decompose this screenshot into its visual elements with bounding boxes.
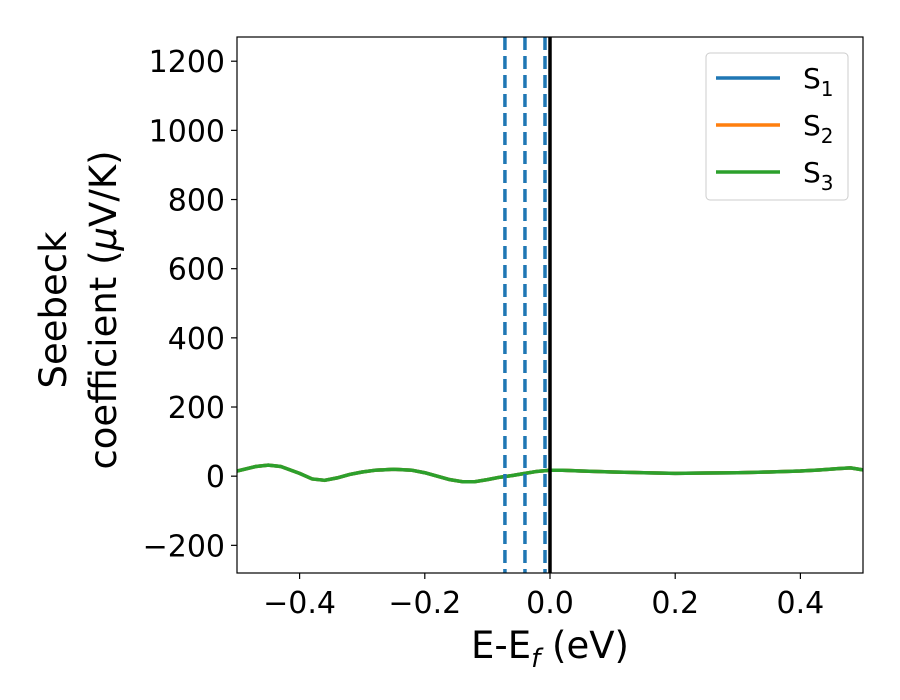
- y-axis-label: Seebeck coefficient (μV/K): [32, 150, 125, 469]
- x-axis-label: E-Ef (eV): [471, 624, 629, 674]
- y-axis-ticks: −200 0 200 400 600 800 1000 1200: [143, 45, 237, 564]
- y-tick-label: −200: [143, 529, 225, 564]
- y-tick-label: 800: [168, 184, 225, 219]
- x-tick-label: 0.0: [526, 586, 574, 621]
- y-tick-label: 200: [168, 391, 225, 426]
- series-layer: [237, 463, 863, 484]
- x-tick-label: −0.4: [263, 586, 336, 621]
- x-axis-ticks: −0.4 −0.2 0.0 0.2 0.4: [263, 573, 824, 621]
- vline-layer: [503, 37, 552, 573]
- y-axis-label-line1: Seebeck: [32, 231, 75, 389]
- x-tick-label: 0.4: [777, 586, 825, 621]
- legend-label-s2: S2: [803, 109, 834, 148]
- legend: S1 S2 S3: [705, 52, 849, 201]
- legend-label-s3: S3: [803, 156, 834, 195]
- x-tick-label: 0.2: [651, 586, 699, 621]
- x-tick-label: −0.2: [388, 586, 461, 621]
- series-line-s3: [237, 463, 863, 484]
- y-tick-label: 1000: [149, 114, 225, 149]
- y-axis-label-line2: coefficient (μV/K): [82, 150, 125, 469]
- y-tick-label: 400: [168, 322, 225, 357]
- legend-label-s1: S1: [803, 62, 834, 101]
- y-tick-label: 600: [168, 253, 225, 288]
- y-tick-label: 0: [206, 460, 225, 495]
- y-tick-label: 1200: [149, 45, 225, 80]
